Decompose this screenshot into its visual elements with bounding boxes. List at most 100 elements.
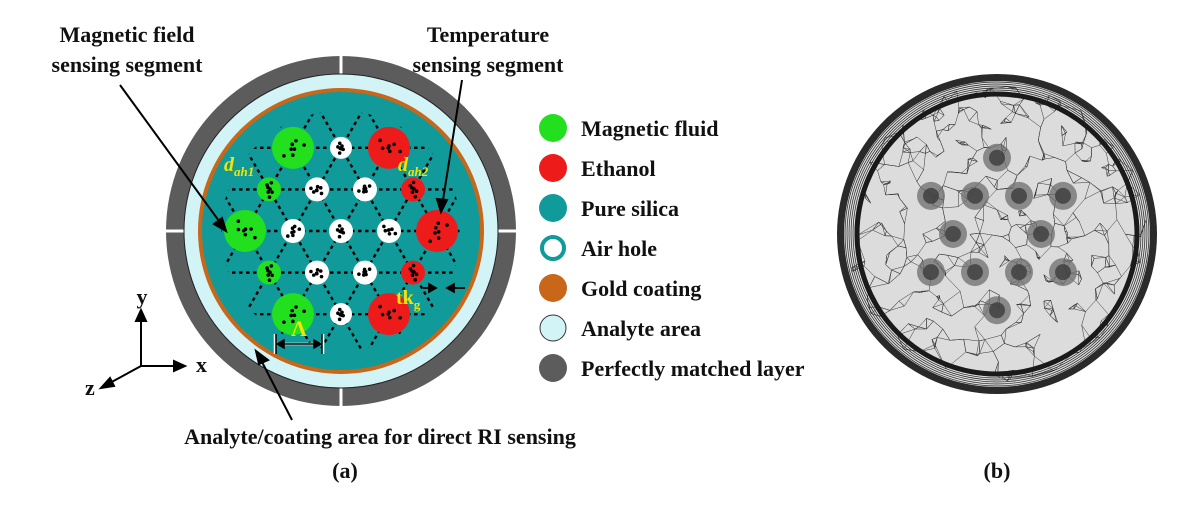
hole-dot	[309, 186, 313, 191]
hole-dot	[398, 149, 402, 154]
hole-dot	[286, 234, 290, 238]
legend-label: Air hole	[581, 236, 657, 261]
hole-dot	[319, 274, 324, 279]
hole-dot	[290, 230, 294, 235]
hole-dot	[411, 180, 416, 185]
hole-dot	[290, 142, 295, 147]
hole-dot	[339, 147, 344, 151]
hole-dot	[367, 184, 372, 188]
legend-label: Perfectly matched layer	[581, 356, 805, 381]
mesh-panel	[837, 74, 1157, 394]
hole-dot	[337, 234, 342, 239]
mesh-hole-core	[945, 226, 961, 242]
hole-dot	[319, 191, 324, 196]
hole-dot	[311, 273, 316, 277]
hole-array	[224, 126, 458, 336]
caption-b: (b)	[984, 458, 1011, 483]
hole-dot	[291, 319, 295, 324]
hole-dot	[289, 313, 293, 318]
hole-dot	[362, 267, 367, 272]
hole-dot	[292, 147, 297, 151]
legend-item: Magnetic fluid	[539, 114, 719, 142]
hole-dot	[411, 263, 416, 268]
hole-dot	[309, 269, 313, 274]
axis-x-label: x	[196, 352, 207, 377]
hole-dot	[270, 190, 274, 194]
pml-dividers	[166, 56, 516, 406]
legend-swatch	[539, 314, 567, 342]
mesh-hole-core	[1033, 226, 1049, 242]
mesh-hole-clusters	[917, 143, 1077, 325]
hole-dot	[364, 189, 368, 194]
magnetic-fluid-hole	[272, 293, 314, 336]
dah1-label: dah1	[224, 154, 254, 179]
hole-dot	[297, 227, 302, 231]
hole-dot	[412, 270, 416, 274]
hole-dot	[268, 187, 272, 191]
mesh-boundary-ring	[850, 87, 1144, 381]
hole-dot	[393, 231, 398, 236]
mesh-boundary-ring	[844, 81, 1150, 387]
legend-item: Ethanol	[539, 154, 656, 182]
pcf-cross-section: dah1 dah2 tkg Λ	[166, 56, 516, 406]
callout-analyte-coating: Analyte/coating area for direct RI sensi…	[184, 424, 576, 449]
mesh-inner	[844, 81, 1150, 387]
hole-dot	[387, 144, 391, 148]
legend-swatch	[539, 274, 567, 302]
hole-dot	[357, 272, 361, 276]
hole-dot	[315, 268, 320, 272]
hole-dot	[436, 221, 441, 226]
legend-item: Perfectly matched layer	[539, 354, 805, 382]
axis-z-label: z	[85, 375, 95, 400]
tkg-arrows	[423, 282, 465, 294]
hole-dot	[318, 269, 323, 273]
legend-item: Air hole	[540, 235, 657, 261]
mesh-hole-core	[1055, 264, 1071, 281]
mesh-hole-core	[967, 187, 983, 204]
dah2-label: dah2	[398, 154, 429, 179]
hole-dot	[392, 308, 396, 313]
hole-dot	[267, 278, 272, 283]
hole-dot	[236, 227, 241, 232]
legend-item: Pure silica	[539, 194, 679, 222]
hole-dot	[337, 307, 342, 312]
hole-dot	[302, 309, 306, 314]
hole-dot	[367, 267, 372, 271]
hole-dot	[335, 228, 340, 232]
hole-dot	[337, 141, 342, 146]
hole-dot	[266, 190, 271, 194]
hole-dot	[243, 232, 248, 237]
hole-dot	[433, 231, 437, 235]
legend-swatch	[540, 235, 566, 261]
hole-dot	[357, 189, 361, 193]
hole-dot	[378, 304, 382, 309]
caption-a: (a)	[332, 458, 358, 483]
mesh-gold-ring	[854, 91, 1140, 377]
mesh-hole-core	[923, 264, 939, 281]
hole-dot	[339, 230, 344, 234]
hole-dot	[387, 228, 391, 232]
axis-y-label: y	[137, 284, 148, 309]
hole-dot	[390, 227, 394, 232]
hole-dot	[436, 229, 441, 234]
hole-dot	[387, 231, 392, 236]
hole-dot	[290, 308, 295, 313]
hole-dot	[315, 184, 320, 189]
hole-dot	[387, 310, 391, 315]
tkg-label: tkg	[396, 287, 421, 312]
hole-dot	[392, 142, 396, 147]
hole-dot	[336, 145, 340, 149]
hole-dot	[436, 236, 441, 240]
mesh-hole-core	[1011, 264, 1027, 281]
hole-dot	[383, 228, 388, 233]
hole-dot	[408, 183, 413, 188]
legend-label: Pure silica	[581, 196, 679, 221]
legend-label: Ethanol	[581, 156, 656, 181]
hole-dot	[314, 188, 319, 193]
legend-label: Magnetic fluid	[581, 116, 719, 141]
hole-dot	[414, 272, 419, 277]
hole-dot	[412, 187, 416, 191]
legend-label: Gold coating	[581, 276, 701, 301]
hole-dot	[282, 320, 286, 324]
